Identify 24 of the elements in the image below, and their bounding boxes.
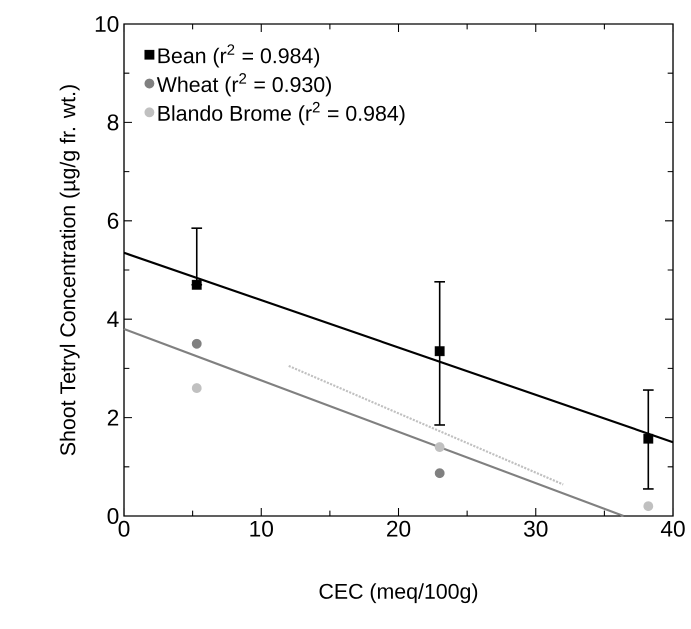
legend-label: Blando Brome (r$^{2}$ = 0.984) — [158, 102, 404, 126]
point — [434, 468, 445, 478]
point — [192, 280, 202, 290]
y-tick-label: 4 — [107, 311, 119, 327]
y-tick-label: 6 — [108, 212, 118, 229]
x-tick-label: 40 — [660, 520, 685, 537]
y-axis-title: Shoot Tetryl Concentration (µg/g fr. wt.) — [60, 85, 80, 456]
point — [192, 383, 202, 394]
x-tick-label: 20 — [387, 520, 410, 537]
y-tick-label: 0 — [108, 508, 118, 524]
point — [434, 442, 445, 452]
x-tick-label: 10 — [250, 520, 273, 537]
x-axis-title: CEC (meq/100g) — [320, 583, 478, 604]
point — [192, 338, 202, 349]
y-tick-label: 8 — [108, 114, 118, 130]
y-tick-label: 10 — [96, 16, 118, 32]
x-tick-label: 0 — [118, 520, 130, 537]
point — [434, 346, 445, 356]
point — [643, 501, 654, 512]
x-tick-label: 30 — [524, 520, 548, 537]
legend-label: Bean (r$^{2}$ = 0.984) — [158, 44, 320, 68]
y-tick-label: 2 — [108, 410, 118, 426]
point — [643, 434, 654, 444]
legend-label: Wheat (r$^{2}$ = 0.930) — [156, 73, 331, 96]
